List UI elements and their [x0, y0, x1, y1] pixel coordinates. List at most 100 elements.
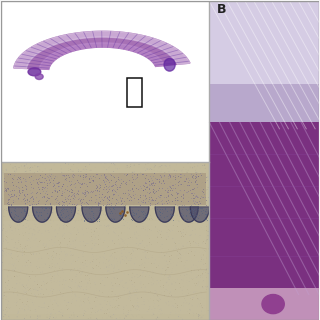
Point: [91, 308, 96, 313]
Point: [165, 221, 170, 227]
Point: [35, 218, 40, 223]
Point: [19, 267, 24, 272]
Point: [184, 209, 189, 214]
Point: [131, 196, 136, 201]
Point: [55, 299, 60, 304]
Point: [150, 198, 156, 203]
Point: [17, 255, 22, 260]
Point: [111, 169, 116, 174]
Point: [143, 178, 148, 183]
Point: [179, 277, 184, 282]
Point: [41, 238, 46, 243]
Point: [96, 308, 101, 313]
Point: [161, 177, 166, 182]
Point: [168, 236, 173, 242]
Point: [9, 223, 14, 228]
Point: [108, 289, 113, 294]
Point: [73, 191, 78, 196]
Point: [71, 252, 76, 258]
Point: [57, 207, 62, 212]
Point: [50, 212, 55, 217]
Point: [131, 288, 136, 293]
Point: [90, 219, 95, 224]
Point: [104, 174, 109, 179]
Point: [107, 172, 112, 177]
Point: [142, 180, 148, 185]
Point: [67, 188, 72, 193]
Point: [31, 185, 36, 190]
Point: [68, 284, 73, 290]
Point: [101, 253, 107, 259]
Point: [182, 172, 187, 177]
Point: [62, 291, 67, 296]
Point: [188, 202, 194, 207]
Point: [46, 225, 51, 230]
Point: [186, 178, 191, 183]
Point: [187, 248, 192, 253]
Point: [149, 233, 154, 238]
Point: [182, 204, 188, 210]
Point: [61, 201, 66, 206]
Point: [190, 310, 195, 315]
Point: [5, 199, 10, 204]
Point: [155, 298, 160, 303]
Point: [105, 200, 110, 205]
Point: [41, 213, 46, 218]
Point: [188, 171, 194, 176]
Point: [170, 303, 175, 308]
Point: [129, 162, 134, 167]
Point: [88, 217, 93, 222]
Point: [150, 189, 156, 194]
Point: [157, 307, 162, 312]
Point: [134, 298, 140, 303]
Point: [185, 267, 190, 272]
Point: [165, 193, 171, 198]
Point: [188, 196, 194, 201]
Point: [144, 211, 149, 216]
Point: [7, 224, 12, 229]
Point: [193, 181, 198, 186]
Point: [143, 225, 148, 230]
Point: [0, 241, 5, 246]
Point: [90, 241, 95, 246]
Point: [93, 192, 98, 197]
Point: [142, 210, 147, 215]
Point: [22, 177, 28, 182]
Point: [127, 198, 132, 204]
Point: [185, 300, 190, 306]
Point: [56, 273, 61, 278]
Point: [19, 177, 24, 182]
Point: [138, 185, 143, 190]
Point: [13, 189, 19, 195]
Point: [201, 195, 206, 200]
Point: [51, 249, 56, 254]
Point: [0, 296, 5, 301]
Point: [184, 207, 189, 212]
Point: [169, 179, 174, 184]
Point: [87, 235, 92, 240]
Point: [100, 250, 105, 255]
Point: [107, 179, 112, 184]
Point: [154, 172, 159, 177]
Point: [97, 231, 102, 236]
Point: [132, 262, 137, 268]
Point: [158, 212, 163, 217]
Point: [50, 263, 55, 268]
Point: [196, 279, 201, 284]
Point: [36, 164, 41, 169]
Point: [148, 175, 153, 180]
Point: [157, 194, 162, 199]
Point: [138, 241, 143, 246]
Point: [195, 247, 200, 252]
Point: [65, 224, 70, 229]
Point: [165, 246, 171, 251]
Point: [138, 267, 143, 272]
Point: [174, 263, 180, 268]
Point: [194, 310, 199, 315]
Point: [149, 175, 155, 180]
Point: [3, 190, 8, 196]
Point: [123, 281, 128, 286]
Point: [69, 313, 74, 318]
Point: [95, 214, 100, 219]
Point: [106, 202, 111, 207]
